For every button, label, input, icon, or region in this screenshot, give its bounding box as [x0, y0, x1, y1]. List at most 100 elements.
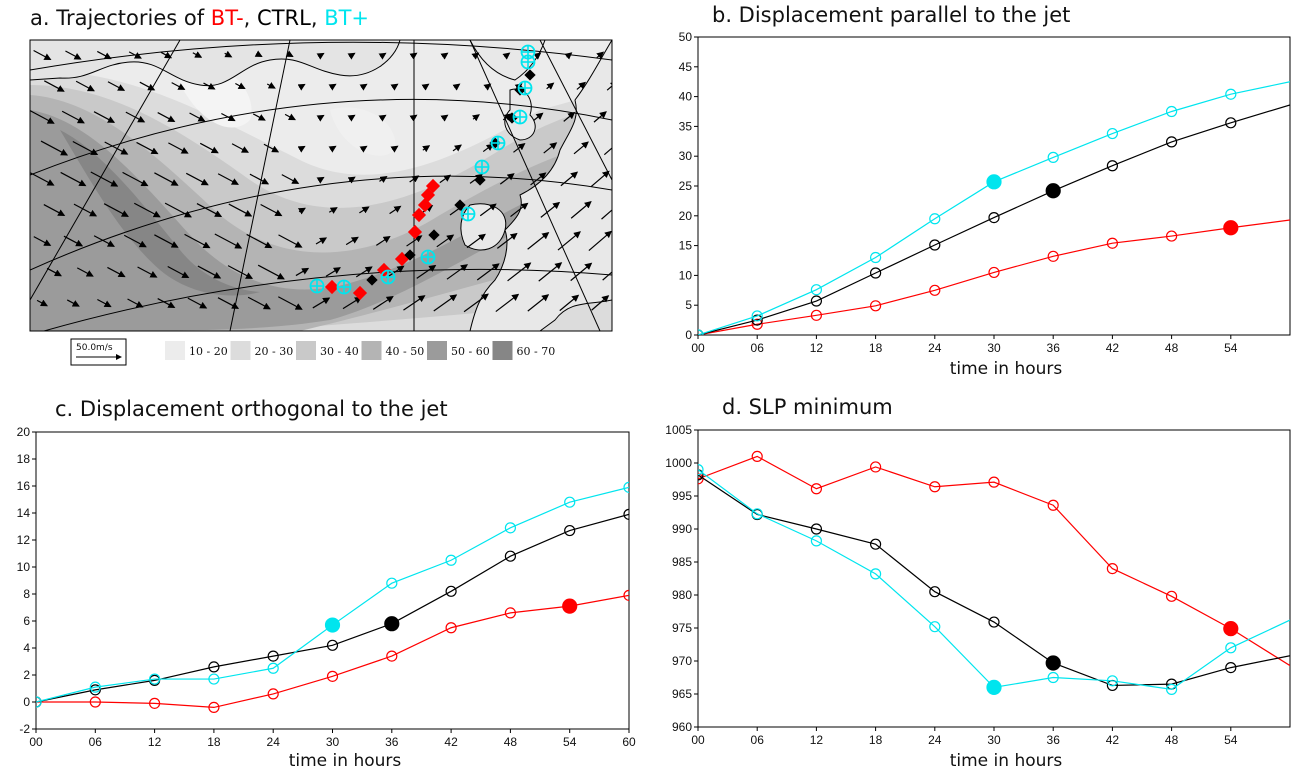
- wind-arrow: [139, 81, 156, 91]
- x-tick-label: 42: [1106, 733, 1120, 747]
- data-point: [1165, 230, 1178, 242]
- wind-arrow: [61, 110, 85, 124]
- series-line-bt-minus: [36, 594, 629, 709]
- x-tick-label: 18: [869, 733, 883, 747]
- wind-arrow: [196, 203, 223, 217]
- y-tick-label: 0: [23, 695, 30, 709]
- wind-arrow: [260, 203, 283, 217]
- data-point: [1165, 590, 1178, 602]
- wind-arrow: [347, 176, 356, 184]
- legend-swatch: [361, 341, 382, 360]
- data-point: [445, 585, 457, 597]
- wind-arrow: [422, 145, 431, 153]
- wind-arrow: [433, 294, 458, 312]
- series-ctrl: [698, 469, 1290, 692]
- wind-arrow: [328, 207, 338, 214]
- wind-vectors: [30, 49, 612, 313]
- data-point: [564, 496, 576, 508]
- wind-arrow: [409, 52, 418, 60]
- wind-arrow: [345, 236, 359, 246]
- wind-arrow: [312, 297, 331, 309]
- data-point: [1223, 621, 1239, 637]
- data-point: [1045, 183, 1061, 199]
- y-tick-label: -2: [19, 722, 30, 736]
- wind-arrow: [30, 172, 55, 186]
- bt-minus-marker: [407, 224, 423, 240]
- panel-c-title: c. Displacement orthogonal to the jet: [55, 397, 448, 421]
- wind-arrow: [472, 114, 480, 122]
- wind-arrow: [197, 265, 222, 279]
- wind-arrow: [499, 173, 515, 185]
- y-tick-label: 980: [672, 588, 692, 602]
- data-point: [1047, 671, 1059, 684]
- data-point: [1106, 237, 1119, 249]
- x-tick-label: 06: [751, 341, 765, 355]
- wind-arrow: [90, 171, 119, 187]
- wind-arrow: [278, 296, 303, 310]
- wind-arrow: [97, 298, 112, 308]
- wind-arrow: [570, 262, 593, 282]
- data-point: [810, 295, 823, 307]
- wind-arrow: [214, 233, 243, 249]
- wind-arrow: [284, 113, 296, 121]
- data-point: [89, 681, 101, 693]
- data-point: [623, 589, 629, 601]
- wind-arrow: [540, 201, 561, 218]
- wind-arrow: [452, 83, 461, 91]
- wind-arrow: [154, 172, 179, 186]
- wind-arrow: [328, 145, 337, 153]
- data-point: [1225, 117, 1237, 129]
- x-tick-label: 30: [987, 733, 1001, 747]
- wind-arrow: [107, 266, 126, 278]
- wind-arrow: [359, 83, 368, 91]
- data-point: [1165, 105, 1178, 118]
- data-point: [89, 696, 101, 708]
- wind-speed-legend: 10 - 20 20 - 30 30 - 40 40 - 50 50 - 60 60 - …: [165, 341, 555, 360]
- wind-arrow: [533, 52, 542, 60]
- legend-label: 30 - 40: [320, 345, 359, 358]
- x-tick-label: 18: [869, 341, 883, 355]
- wind-arrow: [436, 234, 455, 248]
- wind-arrow: [263, 143, 280, 153]
- wind-arrow: [171, 82, 186, 90]
- series-bt-minus: [698, 450, 1290, 667]
- y-tick-label: 40: [679, 90, 693, 104]
- data-point: [1106, 675, 1119, 687]
- x-tick-label: 36: [1047, 341, 1061, 355]
- wind-arrow: [65, 50, 82, 60]
- series-bt-plus: [698, 81, 1290, 335]
- x-tick-label: 06: [751, 733, 765, 747]
- wind-arrow: [452, 144, 462, 152]
- wind-arrow: [40, 140, 69, 156]
- data-point: [445, 622, 457, 634]
- x-tick-label: 12: [810, 733, 824, 747]
- bt-minus-marker: [352, 285, 368, 301]
- data-point: [1225, 661, 1237, 674]
- wind-arrow: [359, 206, 370, 214]
- data-point: [1223, 220, 1239, 236]
- data-point: [929, 586, 941, 598]
- wind-arrow: [347, 114, 356, 122]
- wind-arrow: [440, 52, 449, 60]
- wind-arrow: [221, 112, 236, 122]
- wind-arrow: [403, 295, 426, 311]
- series-line-ctrl: [698, 474, 1290, 687]
- data-point: [386, 577, 398, 589]
- wind-arrow: [122, 171, 149, 187]
- wind-arrow: [439, 174, 452, 184]
- wind-arrow: [386, 265, 405, 279]
- x-tick-label: 06: [89, 735, 103, 749]
- data-point: [562, 598, 578, 614]
- data-point: [1047, 250, 1059, 262]
- wind-arrow: [570, 200, 592, 219]
- data-point: [869, 538, 882, 550]
- wind-arrow: [189, 112, 206, 122]
- wind-scale: 50.0m/s: [70, 338, 127, 366]
- wind-arrow: [103, 203, 129, 217]
- data-point: [751, 508, 763, 520]
- greenland-coast: [30, 40, 401, 87]
- wind-arrow: [602, 271, 612, 281]
- bt-plus-marker: [517, 80, 533, 96]
- data-point: [623, 481, 629, 493]
